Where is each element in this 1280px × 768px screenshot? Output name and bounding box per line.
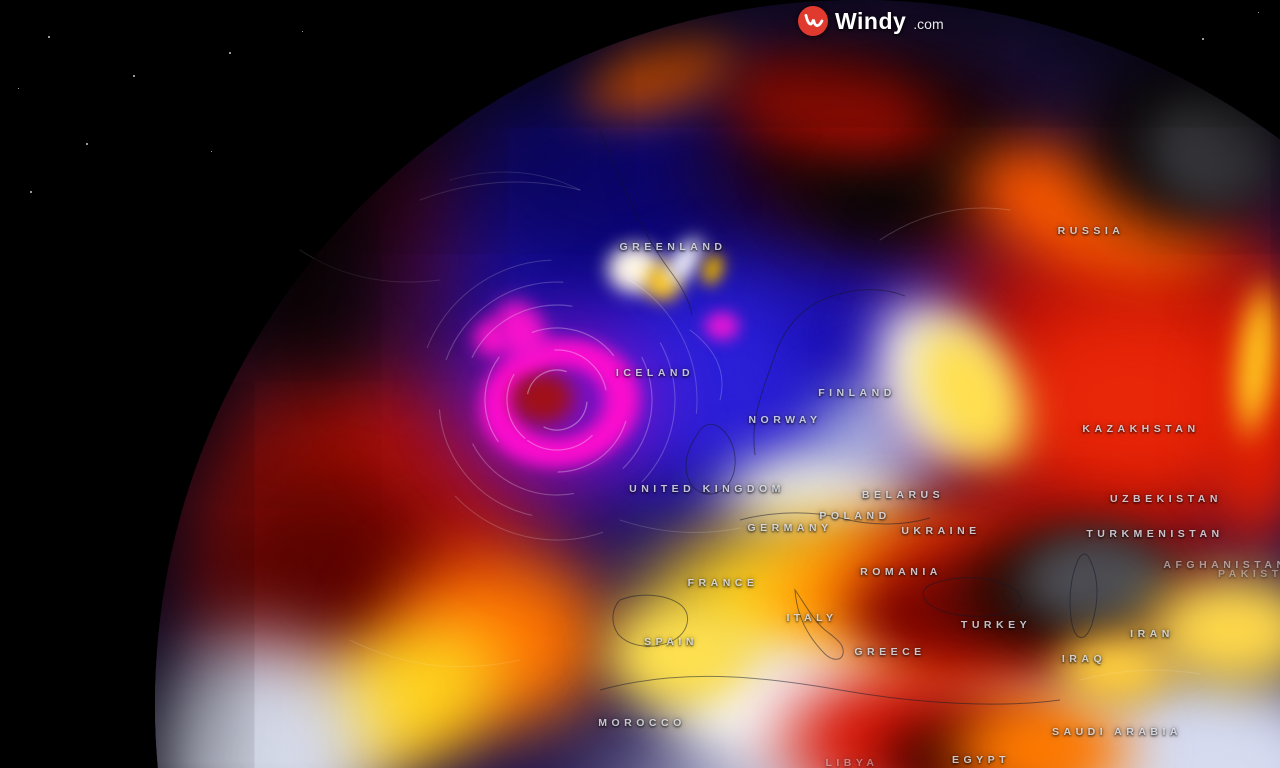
star	[133, 75, 135, 77]
brand-suffix: .com	[913, 16, 944, 32]
star	[1258, 12, 1259, 13]
anomaly-iran-yellow-patch	[1120, 558, 1280, 703]
windy-logo[interactable]: Windy .com	[798, 3, 944, 39]
star	[48, 36, 50, 38]
windy-swirl-icon	[798, 6, 828, 36]
anomaly-west-pale-corner	[155, 605, 405, 768]
star	[18, 88, 19, 89]
anomaly-south-spain-yellow	[588, 588, 773, 723]
brand-name: Windy	[835, 7, 907, 34]
star	[229, 52, 231, 54]
star	[30, 191, 32, 193]
anomaly-secondary-magenta-eddy	[700, 308, 744, 344]
anomaly-east-grey-terrain	[1130, 68, 1280, 223]
anomaly-cyclone-hook-tip	[468, 314, 516, 362]
star	[86, 143, 88, 145]
weather-globe-map[interactable]	[155, 0, 1280, 768]
star	[302, 31, 303, 32]
